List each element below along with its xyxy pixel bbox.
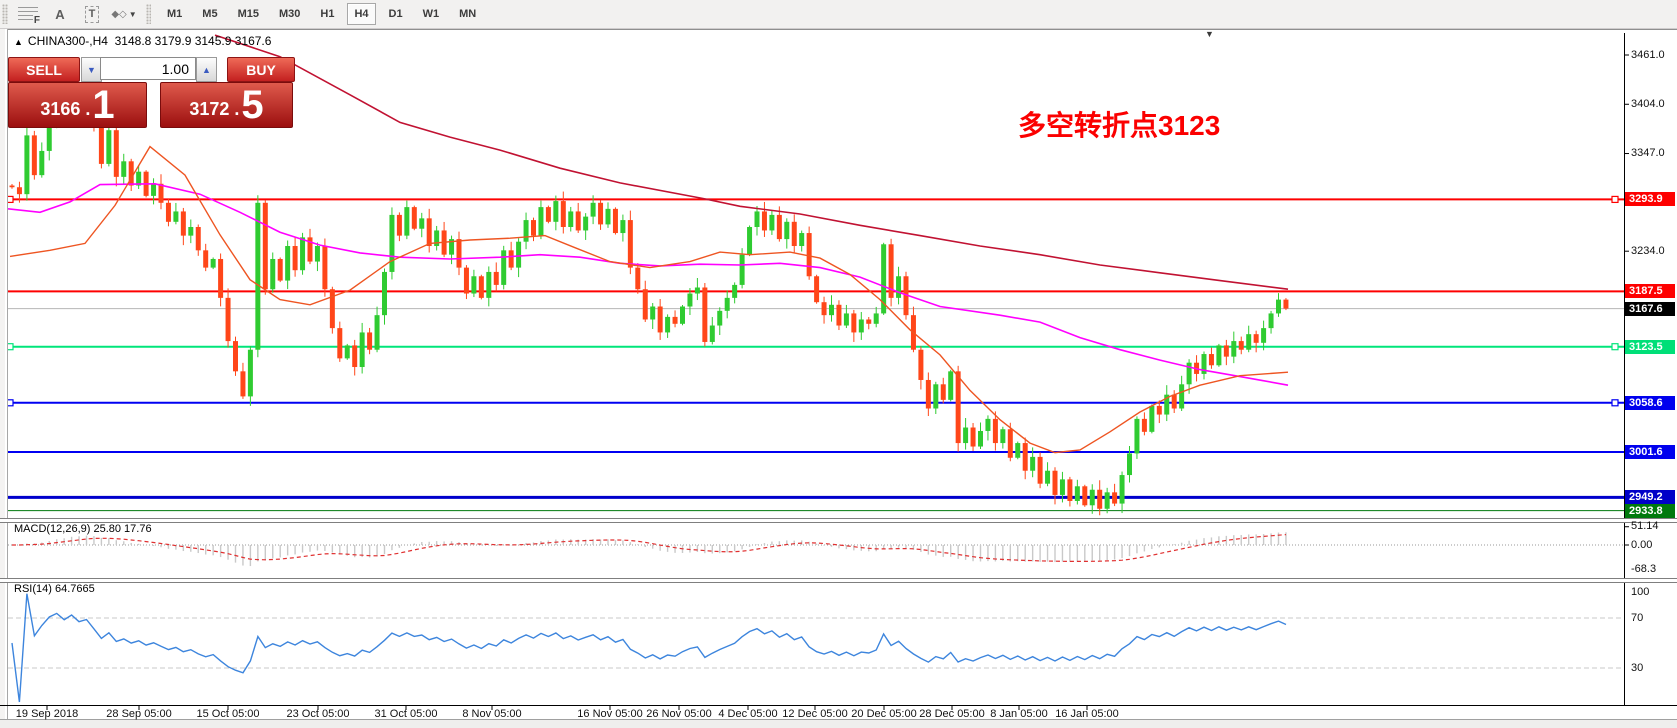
macd-pane-separator[interactable]	[0, 518, 1677, 523]
volume-increase-button[interactable]: ▲	[196, 57, 217, 82]
timeframe-button-m30[interactable]: M30	[278, 8, 301, 20]
timeframe-button-m5[interactable]: M5	[202, 8, 218, 20]
price-badge-3293.9: 3293.9	[1625, 192, 1675, 207]
time-axis-label: 26 Nov 05:00	[646, 708, 712, 720]
symbol-name: CHINA300-,H4	[27, 34, 108, 48]
timeframe-button-h1[interactable]: H1	[320, 8, 335, 20]
time-axis-label: 16 Nov 05:00	[577, 708, 643, 720]
sell-button[interactable]: SELL	[8, 57, 80, 82]
price-badge-2949.2: 2949.2	[1625, 490, 1675, 505]
toolbar-separator	[146, 4, 151, 24]
window-bottom-edge	[0, 719, 1677, 728]
price-axis-label: 3404.0	[1631, 97, 1665, 110]
time-axis-label: 31 Oct 05:00	[374, 708, 438, 720]
volume-decrease-button[interactable]: ▼	[81, 57, 102, 82]
text-icon: A	[55, 6, 65, 22]
timeframe-bar: M1 M5 M15 M30 H1 H4 D1 W1 MN	[157, 3, 486, 25]
time-axis-label: 8 Nov 05:00	[462, 708, 522, 720]
time-axis-label: 20 Dec 05:00	[851, 708, 917, 720]
rsi-axis-label: 30	[1631, 661, 1644, 674]
timeframe-button-w1[interactable]: W1	[422, 8, 440, 20]
text-label-icon: T	[84, 5, 100, 23]
time-axis-label: 12 Dec 05:00	[782, 708, 848, 720]
sell-price-big-digit: 1	[92, 83, 115, 127]
chart-title: ▲ CHINA300-,H4 3148.8 3179.9 3145.9 3167.…	[14, 34, 271, 48]
buy-price-base: 3172 .	[189, 99, 240, 119]
ohlc-values: 3148.8 3179.9 3145.9 3167.6	[114, 34, 272, 48]
price-axis-label: 3234.0	[1631, 244, 1665, 257]
one-click-trading-panel: SELL ▼ ▲ BUY 3166 . 1 3172 . 5	[8, 55, 295, 128]
time-axis-label: 4 Dec 05:00	[718, 708, 778, 720]
price-badge-3187.5: 3187.5	[1625, 284, 1675, 299]
price-badge-3001.6: 3001.6	[1625, 445, 1675, 460]
time-axis-label: 8 Jan 05:00	[990, 708, 1048, 720]
timeframe-button-mn[interactable]: MN	[459, 8, 477, 20]
macd-axis-label: 0.00	[1631, 538, 1653, 551]
rsi-axis-label: 100	[1631, 586, 1650, 598]
time-axis-label: 28 Dec 05:00	[919, 708, 985, 720]
time-axis-label: 28 Sep 05:00	[106, 708, 172, 720]
shapes-icon: ◆◇	[111, 8, 127, 20]
chart-window	[0, 29, 1677, 728]
chart-menu-arrow-icon[interactable]: ▼	[1205, 29, 1214, 39]
time-axis-label: 23 Oct 05:00	[286, 708, 350, 720]
price-axis-label: 3461.0	[1631, 48, 1665, 61]
timeframe-button-m1[interactable]: M1	[167, 8, 183, 20]
price-axis-label: 3347.0	[1631, 147, 1665, 160]
macd-axis-label: -68.3	[1631, 562, 1657, 575]
sell-price-display[interactable]: 3166 . 1	[8, 82, 147, 128]
text-label-tool-button[interactable]: T	[78, 2, 106, 26]
time-axis-label: 15 Oct 05:00	[196, 708, 260, 720]
buy-button[interactable]: BUY	[227, 57, 295, 82]
timeframe-button-h4[interactable]: H4	[347, 3, 376, 25]
fibonacci-icon: F	[18, 5, 40, 26]
timeframe-button-m15[interactable]: M15	[237, 8, 259, 20]
toolbar: F A T ◆◇ ▼ M1 M5 M15 M30 H1 H4 D1 W1 MN	[0, 0, 1677, 29]
window-left-edge	[0, 29, 8, 728]
timeframe-button-d1[interactable]: D1	[388, 8, 403, 20]
price-badge-3167.6: 3167.6	[1625, 301, 1675, 316]
toolbar-grip[interactable]	[2, 4, 8, 24]
buy-price-display[interactable]: 3172 . 5	[160, 82, 293, 128]
buy-price-big-digit: 5	[241, 83, 264, 127]
price-badge-3123.5: 3123.5	[1625, 339, 1675, 354]
time-axis-label: 16 Jan 05:00	[1055, 708, 1119, 720]
fibonacci-tool-button[interactable]: F	[14, 2, 42, 26]
chart-annotation-text: 多空转折点3123	[1018, 110, 1221, 141]
chevron-down-icon: ▼	[128, 9, 137, 19]
rsi-title: RSI(14) 64.7665	[14, 583, 95, 595]
macd-title: MACD(12,26,9) 25.80 17.76	[14, 523, 152, 535]
sell-price-base: 3166 .	[40, 99, 91, 119]
price-badge-2933.8: 2933.8	[1625, 503, 1675, 518]
time-axis-label: 19 Sep 2018	[15, 708, 79, 720]
volume-input[interactable]	[100, 57, 196, 80]
price-badge-3058.6: 3058.6	[1625, 395, 1675, 410]
text-tool-button[interactable]: A	[46, 2, 74, 26]
rsi-pane-separator[interactable]	[0, 578, 1677, 583]
symbol-arrow-icon: ▲	[14, 37, 23, 47]
shapes-tool-button[interactable]: ◆◇ ▼	[110, 2, 138, 26]
rsi-axis-label: 70	[1631, 611, 1644, 624]
macd-axis-label: 51.14	[1631, 520, 1659, 533]
